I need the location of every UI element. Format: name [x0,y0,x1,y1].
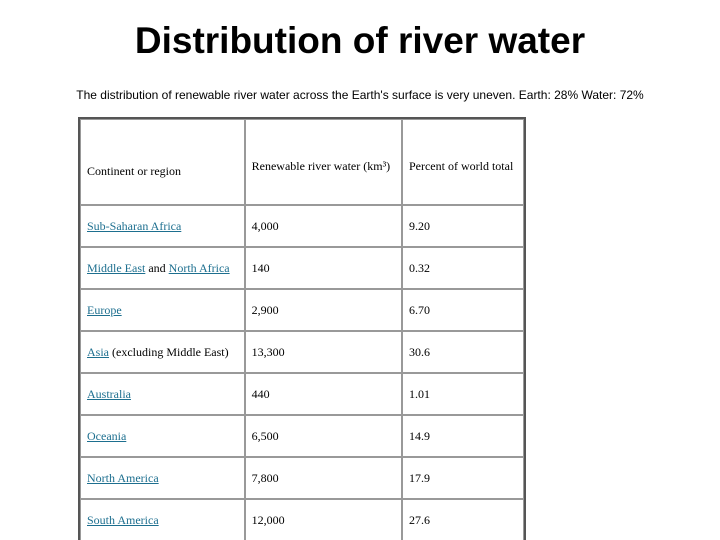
region-link[interactable]: Europe [87,302,122,317]
water-cell: 6,500 [244,415,402,457]
column-header: Continent or region [80,119,245,205]
table-header: Continent or region Renewable river water… [80,119,524,205]
table-row: Europe 2,900 6.70 [80,289,524,331]
percent-cell: 0.32 [401,247,524,289]
region-link[interactable]: Asia [87,344,109,359]
region-cell: South America [80,499,245,540]
region-link[interactable]: Australia [87,386,131,401]
region-cell: Asia (excluding Middle East) [80,331,245,373]
table-row: Asia (excluding Middle East) 13,300 30.6 [80,331,524,373]
percent-cell: 9.20 [401,205,524,247]
percent-cell: 17.9 [401,457,524,499]
region-link[interactable]: Middle East [87,260,146,275]
water-cell: 440 [244,373,402,415]
water-cell: 2,900 [244,289,402,331]
title: Distribution of river water [134,20,586,61]
column-header: Percent of world total [401,119,524,205]
region-cell: Middle East and North Africa [80,247,245,289]
subtitle: The distribution of renewable river wate… [76,88,644,102]
column-header: Renewable river water (km³) [244,119,402,205]
percent-cell: 30.6 [401,331,524,373]
table-row: South America 12,000 27.6 [80,499,524,540]
region-cell: Oceania [80,415,245,457]
table-row: Australia 440 1.01 [80,373,524,415]
table-body: Sub-Saharan Africa 4,000 9.20 Middle East an… [80,205,524,540]
region-link[interactable]: North America [87,470,159,485]
percent-cell: 6.70 [401,289,524,331]
water-cell: 13,300 [244,331,402,373]
region-cell: Australia [80,373,245,415]
region-link[interactable]: North Africa [168,260,230,275]
percent-cell: 27.6 [401,499,524,540]
table: Continent or region Renewable river water… [78,117,526,540]
header-row: Continent or region Renewable river water… [80,119,524,205]
percent-cell: 1.01 [401,373,524,415]
water-cell: 140 [244,247,402,289]
region-cell: North America [80,457,245,499]
percent-cell: 14.9 [401,415,524,457]
table-row: Sub-Saharan Africa 4,000 9.20 [80,205,524,247]
region-cell: Europe [80,289,245,331]
water-cell: 4,000 [244,205,402,247]
water-cell: 7,800 [244,457,402,499]
table-row: Oceania 6,500 14.9 [80,415,524,457]
region-text: and [148,260,166,275]
region-link[interactable]: Oceania [87,428,127,443]
region-link[interactable]: Sub-Saharan Africa [87,218,182,233]
region-link[interactable]: South America [87,512,159,527]
region-cell: Sub-Saharan Africa [80,205,245,247]
table-row: Middle East and North Africa 140 0.32 [80,247,524,289]
water-cell: 12,000 [244,499,402,540]
region-text: (excluding Middle East) [112,344,229,359]
table-row: North America 7,800 17.9 [80,457,524,499]
